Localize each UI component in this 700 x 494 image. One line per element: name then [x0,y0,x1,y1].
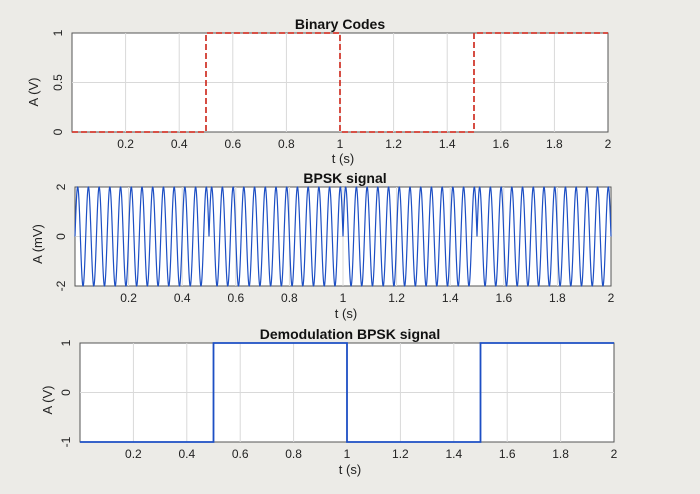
demodulation-x-label: t (s) [339,462,361,477]
demodulation-panel: 0.2 0.4 0.6 0.8 1 1.2 1.4 1.6 1.8 2 -1 0 1 Demodula… [40,326,618,477]
binary-codes-y-label: A (V) [26,78,41,107]
bpsk-signal-y-tick-label: -2 [54,280,68,291]
bpsk-signal-series [74,186,612,287]
demodulation-x-tick-label: 2 [611,447,618,461]
bpsk-signal-x-tick-label: 0.8 [281,291,298,305]
demodulation-x-tick-label: 0.8 [285,447,302,461]
demodulation-x-tick-label: 0.6 [232,447,249,461]
bpsk-signal-y-ticks: -2 0 2 [54,183,68,291]
bpsk-signal-x-label: t (s) [335,306,357,321]
demodulation-line [80,342,614,443]
binary-codes-panel: 0.2 0.4 0.6 0.8 1 1.2 1.4 1.6 1.8 2 00.51 Binary … [26,16,612,166]
bpsk-signal-y-tick-label: 0 [54,233,68,240]
demodulation-y-ticks: -1 0 1 [59,339,73,447]
binary-codes-series [72,32,608,133]
bpsk-signal-panel: 0.2 0.4 0.6 0.8 1 1.2 1.4 1.6 1.8 2 -2 0 2 BPSK sig… [30,170,615,321]
demodulation-x-tick-label: 1.4 [445,447,462,461]
bpsk-signal-x-tick-label: 1.2 [388,291,405,305]
demodulation-y-tick-label: 1 [59,339,73,346]
bpsk-signal-title: BPSK signal [303,170,386,186]
demodulation-series [80,342,614,443]
binary-codes-y-tick-label: 0.5 [51,74,65,91]
binary-codes-x-tick-label: 0.4 [171,137,188,151]
binary-codes-x-tick-label: 0.8 [278,137,295,151]
bpsk-signal-x-ticks: 0.2 0.4 0.6 0.8 1 1.2 1.4 1.6 1.8 2 [120,291,614,305]
binary-codes-y-tick-label: 0 [51,128,65,135]
demodulation-y-tick-label: -1 [59,436,73,447]
demodulation-title: Demodulation BPSK signal [260,326,440,342]
binary-codes-x-ticks: 0.2 0.4 0.6 0.8 1 1.2 1.4 1.6 1.8 2 [117,137,611,151]
bpsk-signal-x-tick-label: 0.2 [120,291,137,305]
binary-codes-y-ticks: 00.51 [51,29,65,135]
demodulation-y-tick-label: 0 [59,389,73,396]
binary-codes-x-tick-label: 0.2 [117,137,134,151]
binary-codes-x-tick-label: 1.8 [546,137,563,151]
demodulation-x-tick-label: 0.4 [178,447,195,461]
bpsk-signal-x-tick-label: 1.8 [549,291,566,305]
binary-codes-x-label: t (s) [332,151,354,166]
bpsk-signal-waveform [74,186,612,287]
binary-codes-title: Binary Codes [295,16,385,32]
bpsk-signal-x-tick-label: 2 [608,291,615,305]
binary-codes-x-tick-label: 0.6 [224,137,241,151]
binary-codes-x-tick-label: 1.2 [385,137,402,151]
demodulation-x-tick-label: 1.6 [499,447,516,461]
demodulation-x-ticks: 0.2 0.4 0.6 0.8 1 1.2 1.4 1.6 1.8 2 [125,447,618,461]
bpsk-signal-x-tick-label: 1.4 [442,291,459,305]
binary-codes-line [72,32,608,133]
bpsk-signal-y-tick-label: 2 [54,183,68,190]
bpsk-signal-x-tick-label: 1.6 [495,291,512,305]
bpsk-signal-x-tick-label: 0.4 [174,291,191,305]
demodulation-y-label: A (V) [40,386,55,415]
demodulation-x-tick-label: 0.2 [125,447,142,461]
binary-codes-y-tick-label: 1 [51,29,65,36]
demodulation-x-tick-label: 1.2 [392,447,409,461]
bpsk-signal-y-label: A (mV) [30,224,45,264]
demodulation-x-tick-label: 1.8 [552,447,569,461]
demodulation-x-tick-label: 1 [344,447,351,461]
binary-codes-x-tick-label: 2 [605,137,612,151]
bpsk-signal-x-tick-label: 0.6 [227,291,244,305]
bpsk-signal-x-tick-label: 1 [340,291,347,305]
binary-codes-x-tick-label: 1 [337,137,344,151]
binary-codes-x-tick-label: 1.6 [492,137,509,151]
binary-codes-x-tick-label: 1.4 [439,137,456,151]
